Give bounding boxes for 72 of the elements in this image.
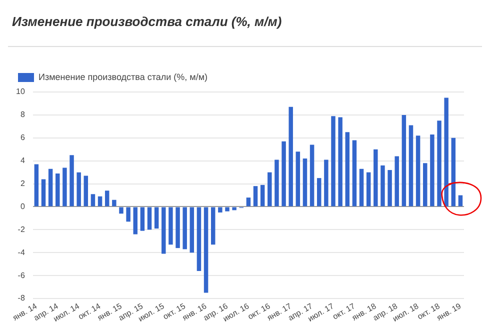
bar [260, 184, 265, 206]
bar [437, 120, 442, 206]
bar [288, 106, 293, 206]
bar [196, 207, 202, 271]
bar [162, 207, 166, 254]
bar [310, 144, 314, 206]
bar [274, 160, 279, 206]
bar [345, 132, 350, 206]
bar [359, 168, 364, 206]
y-tick-label: 6 [20, 133, 26, 142]
bar [402, 114, 406, 206]
bar [324, 160, 328, 206]
bar [246, 198, 251, 206]
y-tick-label: 10 [16, 87, 26, 96]
bar [204, 207, 208, 293]
bar [70, 155, 74, 206]
bar [133, 207, 138, 234]
bar [62, 168, 67, 206]
chart-title: Изменение производства стали (%, м/м) [11, 13, 283, 31]
bar [338, 117, 342, 206]
bar [416, 136, 420, 206]
bar [374, 149, 378, 206]
bar [394, 156, 399, 206]
bar [119, 207, 124, 214]
bar [154, 207, 159, 229]
y-tick-label: 8 [20, 110, 26, 120]
bar [210, 207, 216, 245]
y-tick-label: 2 [20, 178, 26, 188]
bar [41, 179, 46, 206]
legend-label: Изменение производства стали (%, м/м) [38, 72, 208, 82]
bar [444, 98, 448, 206]
y-tick-label: -6 [18, 270, 26, 280]
bar [317, 178, 322, 206]
bar [90, 194, 96, 206]
bar [168, 207, 173, 245]
bar [98, 196, 102, 206]
bar [282, 141, 286, 206]
bar [430, 134, 434, 206]
bar [182, 207, 187, 250]
bar [366, 172, 371, 206]
bar [268, 172, 272, 206]
bar [352, 140, 357, 206]
bar [218, 207, 222, 212]
bar [296, 152, 300, 206]
bar [48, 168, 53, 206]
bar [176, 207, 180, 248]
y-tick-label: 0 [20, 202, 26, 211]
bar [380, 165, 385, 206]
bar [34, 164, 39, 206]
bar [76, 172, 81, 206]
bar [112, 200, 116, 206]
bar [458, 195, 463, 206]
bar [451, 138, 456, 206]
bar [147, 207, 152, 230]
bar [302, 158, 308, 206]
bar [232, 207, 236, 210]
y-tick-label: -2 [18, 224, 26, 234]
bar [84, 176, 88, 206]
bar [190, 207, 194, 253]
bar [423, 163, 428, 206]
bar [408, 125, 414, 206]
bar [388, 170, 392, 206]
bar [225, 207, 230, 212]
bar [253, 186, 258, 206]
y-tick-label: 4 [20, 156, 26, 166]
y-tick-label: -8 [18, 294, 26, 303]
bar [104, 190, 110, 206]
bar [140, 207, 145, 231]
bar [56, 173, 60, 206]
y-tick-label: -4 [18, 248, 26, 257]
bar [126, 207, 130, 222]
bar [331, 116, 336, 206]
